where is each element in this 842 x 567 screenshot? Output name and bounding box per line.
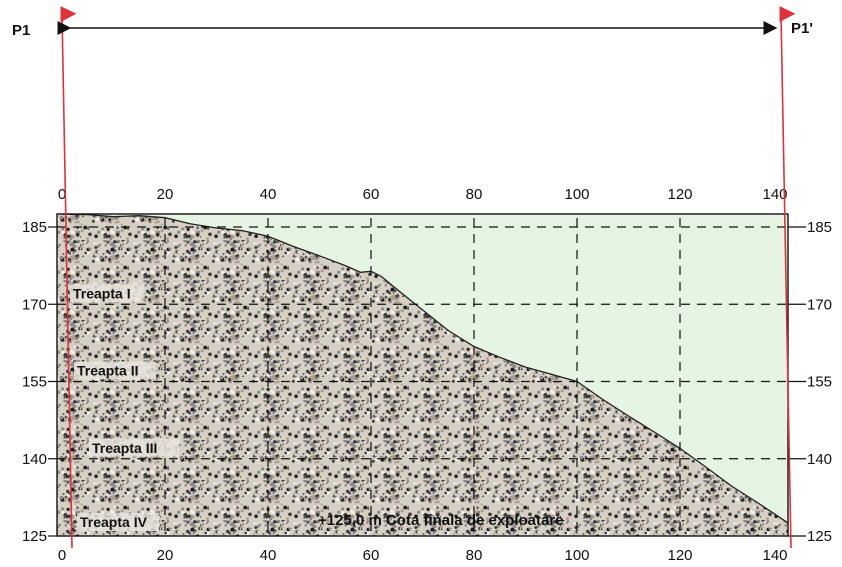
final-level-label: +125,0 m Cota finala de exploatare xyxy=(318,512,564,529)
y-tick-right: 170 xyxy=(807,296,832,313)
x-tick-top: 140 xyxy=(762,186,787,203)
start-point-label: P1 xyxy=(12,22,30,39)
plot-area xyxy=(56,213,789,537)
x-tick-top: 40 xyxy=(260,186,277,203)
step-label-bg xyxy=(89,438,180,457)
x-axis-bottom: 0 20 40 60 80 100 120 140 xyxy=(58,547,788,564)
step-label-bg xyxy=(74,361,156,380)
y-tick-left: 125 xyxy=(22,528,47,545)
x-tick-top: 80 xyxy=(466,186,483,203)
x-tick-top: 100 xyxy=(564,186,589,203)
x-tick-top: 0 xyxy=(58,186,66,203)
section-line-end xyxy=(779,6,796,549)
y-tick-right: 185 xyxy=(807,219,832,236)
y-tick-left: 185 xyxy=(22,219,47,236)
y-tick-right: 125 xyxy=(807,528,832,545)
grid-lines xyxy=(57,218,788,536)
step-label-bg xyxy=(70,284,144,303)
step-label: Treapta IV xyxy=(80,514,148,530)
x-tick-bottom: 80 xyxy=(466,547,483,564)
step-labels: Treapta I Treapta II Treapta III Treapta IV xyxy=(70,284,180,531)
terrain-surface-line xyxy=(61,213,789,524)
y-tick-left: 140 xyxy=(22,451,47,468)
x-tick-bottom: 20 xyxy=(157,547,174,564)
x-tick-bottom: 120 xyxy=(667,547,692,564)
y-tick-right: 140 xyxy=(807,451,832,468)
y-tick-left: 170 xyxy=(22,296,47,313)
end-point-label: P1' xyxy=(791,20,813,37)
y-tick-left: 155 xyxy=(22,374,47,391)
x-axis-top: 0 20 40 60 80 100 120 140 xyxy=(58,186,788,203)
x-tick-bottom: 140 xyxy=(762,547,787,564)
section-line-start xyxy=(60,6,77,549)
step-label: Treapta II xyxy=(77,363,138,379)
y-tick-right: 155 xyxy=(807,374,832,391)
y-axis-right: 185 170 155 140 125 xyxy=(788,219,832,545)
x-tick-top: 120 xyxy=(667,186,692,203)
step-label: Treapta I xyxy=(73,285,131,301)
x-tick-top: 60 xyxy=(363,186,380,203)
step-label-bg xyxy=(77,513,159,531)
x-tick-bottom: 60 xyxy=(363,547,380,564)
step-label: Treapta III xyxy=(92,440,157,456)
x-tick-bottom: 40 xyxy=(260,547,277,564)
x-tick-bottom: 100 xyxy=(564,547,589,564)
x-tick-bottom: 0 xyxy=(58,547,66,564)
rock-mass xyxy=(57,214,789,536)
y-axis-left: 185 170 155 140 125 xyxy=(22,219,57,545)
x-tick-top: 20 xyxy=(157,186,174,203)
